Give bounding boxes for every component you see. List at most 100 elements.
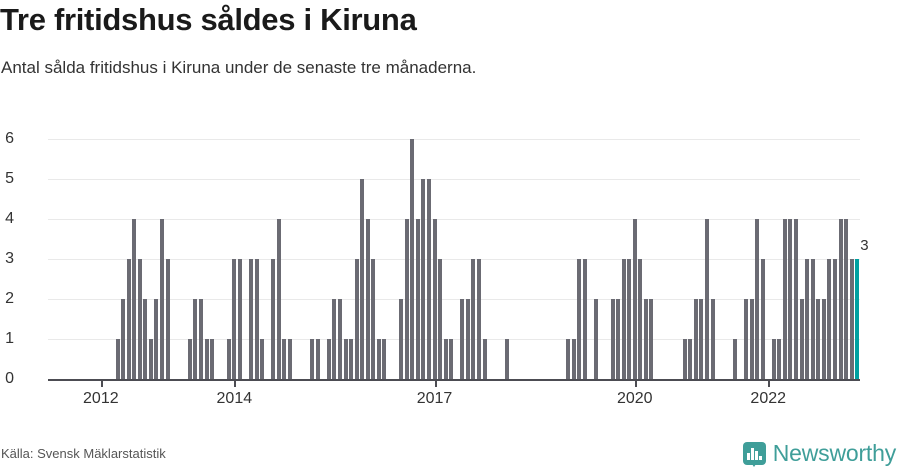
bar[interactable] bbox=[821, 299, 826, 379]
x-axis-tick-label: 2017 bbox=[416, 390, 453, 407]
bar[interactable] bbox=[332, 299, 337, 379]
bar[interactable] bbox=[449, 339, 454, 379]
bar[interactable] bbox=[254, 259, 259, 379]
bar[interactable] bbox=[771, 339, 776, 379]
bar[interactable] bbox=[121, 299, 126, 379]
bar[interactable] bbox=[137, 259, 142, 379]
bar[interactable] bbox=[365, 219, 370, 379]
bar[interactable] bbox=[404, 219, 409, 379]
bar[interactable] bbox=[710, 299, 715, 379]
bar[interactable] bbox=[260, 339, 265, 379]
bar[interactable] bbox=[816, 299, 821, 379]
bar[interactable] bbox=[438, 259, 443, 379]
bar[interactable] bbox=[705, 219, 710, 379]
bar[interactable] bbox=[755, 219, 760, 379]
bar[interactable] bbox=[621, 259, 626, 379]
bar[interactable] bbox=[477, 259, 482, 379]
bar[interactable] bbox=[682, 339, 687, 379]
bar[interactable] bbox=[426, 179, 431, 379]
bar[interactable] bbox=[132, 219, 137, 379]
bar[interactable] bbox=[148, 339, 153, 379]
bar[interactable] bbox=[276, 219, 281, 379]
bar[interactable] bbox=[832, 259, 837, 379]
bar[interactable] bbox=[382, 339, 387, 379]
bar[interactable] bbox=[343, 339, 348, 379]
bar[interactable] bbox=[582, 259, 587, 379]
bar[interactable] bbox=[465, 299, 470, 379]
bar[interactable] bbox=[777, 339, 782, 379]
bar-highlighted[interactable] bbox=[855, 259, 860, 379]
bar[interactable] bbox=[160, 219, 164, 379]
bar[interactable] bbox=[643, 299, 648, 379]
bar[interactable] bbox=[504, 339, 509, 379]
bar[interactable] bbox=[237, 259, 242, 379]
newsworthy-pin-barchart-icon bbox=[742, 442, 766, 467]
bar[interactable] bbox=[354, 259, 359, 379]
bar[interactable] bbox=[115, 339, 120, 379]
bar[interactable] bbox=[627, 259, 632, 379]
bar[interactable] bbox=[187, 339, 192, 379]
bar[interactable] bbox=[198, 299, 203, 379]
bar[interactable] bbox=[421, 179, 426, 379]
bar[interactable] bbox=[432, 219, 437, 379]
bar[interactable] bbox=[360, 179, 365, 379]
bar[interactable] bbox=[371, 259, 376, 379]
bar[interactable] bbox=[460, 299, 465, 379]
bar[interactable] bbox=[143, 299, 148, 379]
x-axis-line bbox=[48, 379, 860, 381]
bar[interactable] bbox=[760, 259, 765, 379]
bar[interactable] bbox=[593, 299, 598, 379]
bar[interactable] bbox=[232, 259, 237, 379]
bar[interactable] bbox=[610, 299, 615, 379]
bar[interactable] bbox=[349, 339, 354, 379]
bar[interactable] bbox=[649, 299, 654, 379]
bar[interactable] bbox=[193, 299, 198, 379]
bar[interactable] bbox=[810, 259, 815, 379]
bar[interactable] bbox=[782, 219, 787, 379]
bar[interactable] bbox=[326, 339, 331, 379]
bar[interactable] bbox=[571, 339, 576, 379]
bar[interactable] bbox=[337, 299, 342, 379]
bar[interactable] bbox=[482, 339, 487, 379]
bar[interactable] bbox=[271, 259, 276, 379]
bar[interactable] bbox=[577, 259, 582, 379]
bar[interactable] bbox=[376, 339, 381, 379]
bar[interactable] bbox=[794, 219, 799, 379]
bar[interactable] bbox=[165, 259, 170, 379]
bar[interactable] bbox=[226, 339, 231, 379]
bar[interactable] bbox=[210, 339, 215, 379]
bar[interactable] bbox=[154, 299, 159, 379]
x-axis-tick-mark bbox=[234, 379, 237, 387]
bar[interactable] bbox=[399, 299, 404, 379]
bar[interactable] bbox=[126, 259, 131, 379]
bar[interactable] bbox=[844, 219, 849, 379]
bar[interactable] bbox=[632, 219, 637, 379]
bar[interactable] bbox=[749, 299, 754, 379]
bar[interactable] bbox=[638, 259, 643, 379]
gridline bbox=[48, 179, 860, 180]
bar[interactable] bbox=[732, 339, 737, 379]
bar[interactable] bbox=[287, 339, 292, 379]
bar[interactable] bbox=[282, 339, 287, 379]
bar[interactable] bbox=[788, 219, 793, 379]
bar[interactable] bbox=[471, 259, 476, 379]
bar[interactable] bbox=[310, 339, 315, 379]
bar[interactable] bbox=[693, 299, 698, 379]
bar[interactable] bbox=[443, 339, 448, 379]
bar[interactable] bbox=[699, 299, 704, 379]
bar[interactable] bbox=[743, 299, 748, 379]
bar[interactable] bbox=[566, 339, 570, 379]
bar[interactable] bbox=[799, 299, 804, 379]
bar[interactable] bbox=[204, 339, 209, 379]
bar[interactable] bbox=[805, 259, 810, 379]
bar[interactable] bbox=[838, 219, 843, 379]
bar[interactable] bbox=[827, 259, 832, 379]
bar[interactable] bbox=[688, 339, 693, 379]
bar[interactable] bbox=[249, 259, 253, 379]
bar[interactable] bbox=[849, 259, 854, 379]
logo-bars bbox=[746, 447, 762, 460]
bar[interactable] bbox=[415, 219, 420, 379]
bar[interactable] bbox=[616, 299, 621, 379]
bar[interactable] bbox=[410, 139, 415, 379]
bar[interactable] bbox=[315, 339, 320, 379]
